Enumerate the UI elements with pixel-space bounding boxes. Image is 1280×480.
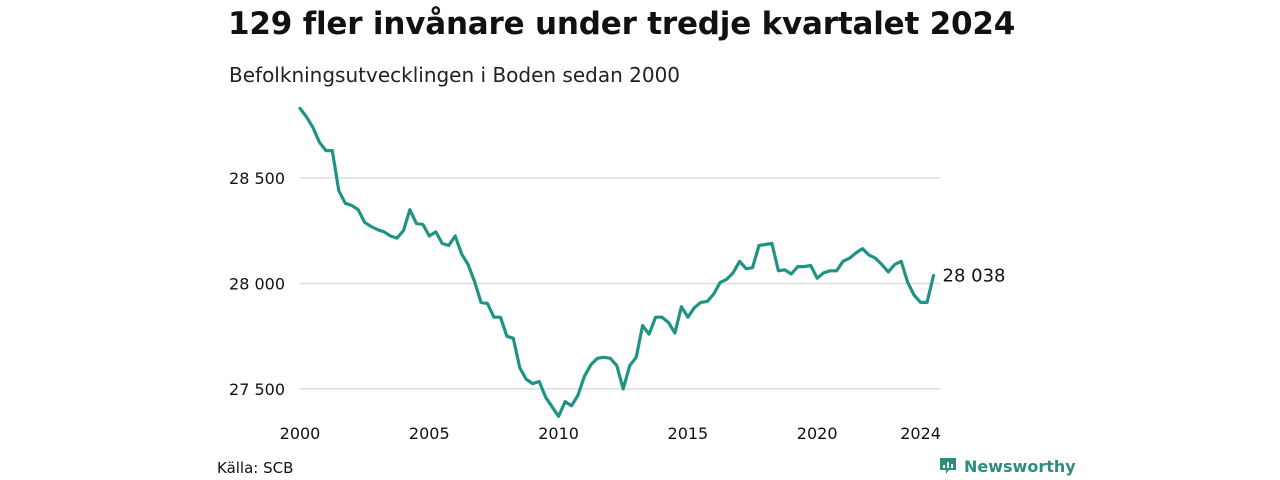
x-tick-label: 2010 — [538, 424, 579, 443]
brand-logo: Newsworthy — [938, 456, 1076, 476]
brand-name: Newsworthy — [964, 456, 1076, 476]
x-axis-ticks: 2000 2005 2010 2015 2020 2024 — [280, 424, 941, 443]
newsworthy-logo-icon — [940, 458, 956, 474]
end-value-label: 28 038 — [943, 265, 1006, 286]
x-tick-label: 2015 — [668, 424, 709, 443]
end-label-group: 28 038 — [943, 265, 1006, 286]
y-axis-ticks: 27 500 28 000 28 500 — [229, 169, 285, 399]
series-line — [298, 106, 936, 418]
x-tick-label: 2005 — [409, 424, 450, 443]
gridlines — [300, 177, 940, 390]
x-tick-label: 2024 — [900, 424, 941, 443]
y-tick-label: 27 500 — [229, 380, 285, 399]
chart-subtitle: Befolkningsutvecklingen i Boden sedan 20… — [229, 63, 681, 87]
x-tick-label: 2020 — [797, 424, 838, 443]
x-tick-label: 2000 — [280, 424, 321, 443]
source-note: Källa: SCB — [217, 459, 294, 477]
series-group — [298, 106, 936, 418]
chart-title: 129 fler invånare under tredje kvartalet… — [228, 6, 1016, 42]
y-tick-label: 28 500 — [229, 169, 285, 188]
y-tick-label: 28 000 — [229, 274, 285, 293]
